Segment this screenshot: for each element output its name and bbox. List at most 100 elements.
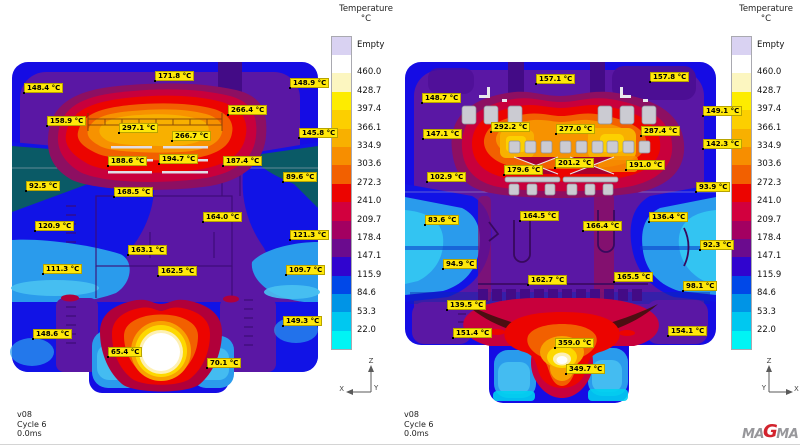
left-view-caption: v08 Cycle 6 0.0ms: [17, 410, 47, 439]
legend-color-band: [732, 165, 751, 184]
caption-cycle: Cycle 6: [404, 419, 434, 429]
legend-color-band: [332, 183, 351, 203]
legend-tick: 397.4: [757, 104, 782, 115]
legend-color-band: [332, 55, 351, 74]
legend-color-band: [732, 220, 751, 239]
bottom-divider: [0, 444, 800, 445]
legend-color-band: [332, 146, 351, 166]
legend-tick: 303.6: [357, 159, 382, 170]
caption-time: 0.0ms: [404, 429, 429, 438]
legend-tick: 209.7: [757, 214, 782, 225]
legend-color-band: [332, 294, 351, 313]
temperature-legend-right: Temperature °C Empty 460.0 428.7 397.4 366.1…: [731, 4, 800, 351]
legend-tick: 147.1: [757, 251, 782, 262]
legend-tick: 334.9: [757, 141, 782, 151]
logo-text: MA: [776, 426, 799, 442]
axis-y-label: Y: [761, 384, 767, 392]
legend-color-band: [732, 312, 751, 331]
legend-color-band: [332, 110, 351, 129]
legend-tick: 178.4: [357, 233, 382, 243]
right-view-caption: v08 Cycle 6 0.0ms: [404, 410, 434, 439]
legend-colorbar: [331, 36, 352, 351]
legend-title-line2: °C: [360, 14, 372, 24]
legend-colorbar: [731, 36, 752, 351]
legend-color-band: [732, 330, 751, 350]
caption-version: v08: [17, 410, 32, 419]
right-heatmap: [405, 62, 716, 403]
legend-color-band: [732, 202, 751, 221]
white-marks: [479, 87, 648, 102]
legend-color-band: [332, 257, 351, 276]
legend-tick: 366.1: [757, 122, 782, 133]
legend-empty-swatch: [732, 37, 751, 55]
legend-tick: 115.9: [357, 269, 382, 280]
legend-color-band: [732, 55, 751, 74]
legend-tick: 22.0: [357, 325, 376, 335]
legend-color-band: [732, 294, 751, 313]
caption-cycle: Cycle 6: [17, 419, 47, 429]
legend-tick: Empty: [357, 40, 385, 50]
legend-tick: 209.7: [357, 214, 382, 225]
legend-tick: 178.4: [757, 233, 782, 243]
logo-text-g: G: [763, 421, 778, 442]
temperature-legend-left: Temperature °C Empty 460.0 428.7 397.4 366.1…: [331, 4, 401, 351]
gray-tables: [504, 176, 619, 196]
legend-title-line1: Temperature: [339, 4, 393, 14]
logo-text: MA: [742, 426, 765, 442]
legend-color-band: [732, 146, 751, 166]
legend-color-band: [732, 183, 751, 203]
legend-tick: 53.3: [357, 306, 376, 317]
legend-tick: 428.7: [357, 85, 382, 96]
legend-tick: 241.0: [357, 196, 382, 207]
legend-tick: 22.0: [757, 325, 776, 335]
legend-color-band: [732, 238, 751, 258]
magma-logo: MA G MA: [742, 421, 799, 443]
gray-pins: [461, 105, 657, 154]
axis-x-label: X: [794, 385, 799, 393]
legend-color-band: [332, 275, 351, 295]
legend-color-band: [332, 73, 351, 92]
legend-tick: 272.3: [757, 177, 782, 188]
legend-title-line2: °C: [760, 14, 772, 24]
left-hot-zone-top: [47, 83, 267, 190]
legend-title: Temperature °C: [331, 4, 401, 24]
caption-version: v08: [404, 410, 419, 419]
legend-color-band: [732, 128, 751, 147]
axis-x-label: X: [339, 385, 344, 393]
legend-tick: 84.6: [757, 288, 776, 299]
right-cold-zone-left: [405, 184, 492, 302]
legend-color-band: [332, 238, 351, 258]
legend-color-band: [332, 91, 351, 111]
right-comb-row: [478, 289, 642, 301]
axis-z-label: Z: [369, 357, 374, 365]
legend-tick: 334.9: [357, 141, 382, 151]
legend-tick: 460.0: [757, 67, 782, 78]
legend-title-line1: Temperature: [739, 4, 793, 14]
axis-z-label: Z: [767, 357, 772, 365]
left-hotspot-bottom: [61, 294, 239, 392]
legend-tick: 241.0: [757, 196, 782, 207]
legend-tick: 397.4: [357, 104, 382, 115]
legend-color-band: [732, 275, 751, 295]
caption-time: 0.0ms: [17, 429, 42, 438]
legend-color-band: [732, 110, 751, 129]
legend-tick: 460.0: [357, 67, 382, 78]
legend-tick: 428.7: [757, 85, 782, 96]
right-hot-zone-top: [451, 87, 685, 198]
legend-color-band: [732, 257, 751, 276]
legend-tick: 303.6: [757, 159, 782, 170]
legend-tick: 53.3: [757, 306, 776, 317]
legend-color-band: [332, 330, 351, 350]
right-hotspot-bottom: [463, 298, 659, 398]
axis-triad-right: Z X Y: [761, 357, 799, 395]
legend-color-band: [732, 73, 751, 92]
legend-tick: Empty: [757, 40, 785, 50]
legend-empty-swatch: [332, 37, 351, 55]
axis-y-label: Y: [373, 384, 379, 392]
axis-triad-left: Z X Y: [339, 357, 379, 395]
left-heatmap: [10, 62, 320, 393]
legend-color-band: [332, 128, 351, 147]
legend-tick: 84.6: [357, 288, 376, 299]
